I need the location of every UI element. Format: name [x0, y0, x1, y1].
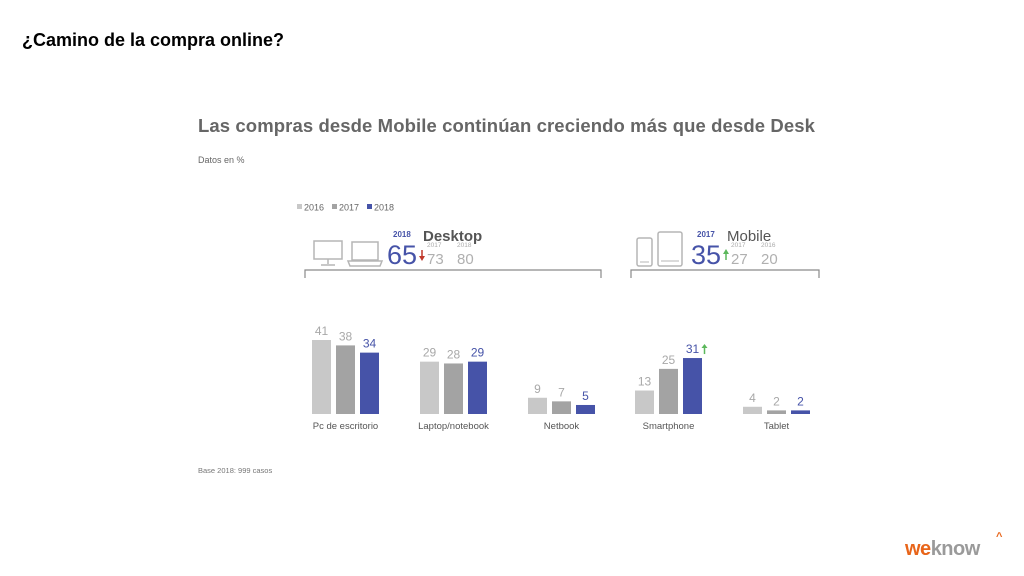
- compare-year: 2017: [731, 242, 746, 249]
- compare-value: 80: [457, 251, 474, 268]
- bar: [635, 390, 654, 414]
- bar: [743, 406, 762, 414]
- weknow-logo: weknow ^: [905, 531, 1002, 561]
- category-label: Pc de escritorio: [313, 421, 378, 432]
- data-label: 5: [582, 389, 589, 403]
- trend-arrow-up-icon: [723, 249, 729, 254]
- compare-value: 73: [427, 251, 444, 268]
- data-label: 29: [471, 346, 485, 360]
- bar: [659, 368, 678, 414]
- legend-label: 2018: [374, 203, 394, 213]
- data-label: 2: [797, 394, 804, 408]
- group-name: Desktop: [423, 228, 482, 245]
- bar: [312, 339, 331, 414]
- bar: [767, 410, 786, 414]
- category-label: Netbook: [544, 421, 580, 432]
- bar: [576, 404, 595, 414]
- legend-swatch: [367, 204, 372, 209]
- logo-we: we: [905, 538, 931, 560]
- compare-value: 27: [731, 251, 748, 268]
- data-label: 34: [363, 337, 377, 351]
- bar: [552, 401, 571, 414]
- slide-title: ¿Camino de la compra online?: [22, 30, 285, 50]
- data-label: 9: [534, 382, 541, 396]
- legend-label: 2016: [304, 203, 324, 213]
- data-label: 38: [339, 329, 353, 343]
- bar: [336, 345, 355, 414]
- data-label: 29: [423, 346, 437, 360]
- data-label: 28: [447, 347, 461, 361]
- data-label: 31: [686, 342, 700, 356]
- chart-title: Las compras desde Mobile continúan creci…: [198, 115, 815, 136]
- bar: [468, 361, 487, 414]
- bar: [420, 361, 439, 414]
- legend-swatch: [332, 204, 337, 209]
- compare-year: 2017: [427, 242, 442, 249]
- group-bracket: [630, 269, 820, 278]
- compare-year: 2018: [457, 242, 472, 249]
- category-label: Smartphone: [643, 421, 695, 432]
- data-label: 25: [662, 353, 676, 367]
- data-label: 2: [773, 394, 780, 408]
- trend-arrow-down-icon: [419, 256, 425, 261]
- bar: [444, 363, 463, 414]
- logo-know: know: [930, 538, 981, 560]
- bar: [528, 397, 547, 414]
- legend-label: 2017: [339, 203, 359, 213]
- main-year-label: 2018: [393, 230, 411, 239]
- main-value: 65: [387, 240, 417, 270]
- legend-swatch: [297, 204, 302, 209]
- data-label: 7: [558, 385, 565, 399]
- category-label: Laptop/notebook: [418, 421, 489, 432]
- bar: [360, 352, 379, 414]
- bar: [791, 410, 810, 414]
- chart-subtitle: Datos en %: [198, 155, 245, 165]
- main-year-label: 2017: [697, 230, 715, 239]
- group-name: Mobile: [727, 228, 771, 245]
- category-label: Tablet: [764, 421, 790, 432]
- laptop-icon: [346, 260, 384, 267]
- data-label: 41: [315, 324, 329, 338]
- desktop-monitor-icon: [313, 240, 343, 260]
- trend-arrow-up-icon: [701, 344, 708, 349]
- group-bracket: [304, 269, 602, 278]
- compare-value: 20: [761, 251, 778, 268]
- smartphone-icon: [636, 237, 653, 267]
- bar: [683, 358, 702, 414]
- tablet-icon: [657, 231, 683, 267]
- data-label: 4: [749, 391, 756, 405]
- laptop-icon: [351, 241, 379, 261]
- base-note: Base 2018: 999 casos: [198, 466, 273, 475]
- main-value: 35: [691, 240, 721, 270]
- compare-year: 2016: [761, 242, 776, 249]
- data-label: 13: [638, 375, 652, 389]
- logo-hat: ^: [996, 531, 1002, 543]
